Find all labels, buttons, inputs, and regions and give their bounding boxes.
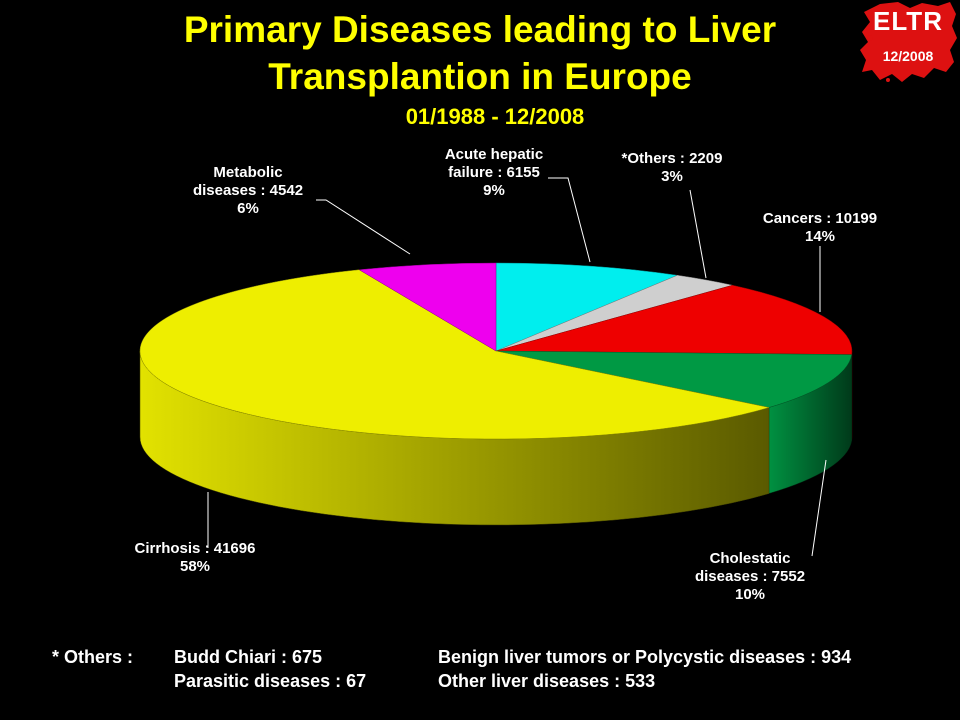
label-line: diseases : 7552 — [694, 568, 806, 585]
leader-line-acute-hepatic-failure — [548, 177, 591, 263]
footnote-item: Parasitic diseases : 67 — [174, 671, 367, 691]
label-others: *Others : 2209 3% — [622, 150, 723, 186]
label-cirrhosis: Cirrhosis : 41696 58% — [135, 540, 256, 576]
logo-text-main: ELTR — [873, 6, 943, 36]
label-line: 9% — [483, 182, 505, 199]
leader-line-metabolic-diseases — [316, 199, 411, 255]
label-line: failure : 6155 — [448, 164, 540, 181]
label-line: Acute hepatic — [444, 146, 544, 163]
pie-slice-cirrhosis — [139, 269, 770, 440]
footnote-item: Benign liver tumors or Polycystic diseas… — [438, 647, 852, 667]
label-line: diseases : 4542 — [192, 182, 304, 199]
europe-map-icon — [860, 2, 957, 82]
label-line: Cancers : 10199 — [762, 210, 878, 227]
chart-subtitle: 01/1988 - 12/2008 — [405, 104, 585, 129]
label-line: 58% — [179, 558, 211, 575]
logo-text-date: 12/2008 — [882, 48, 934, 64]
pie-slice-cancers — [495, 284, 853, 355]
label-line: 14% — [804, 228, 836, 245]
label-acute-hepatic-failure: Acute hepatic failure : 6155 9% — [445, 146, 543, 200]
label-line: *Others : 2209 — [621, 150, 723, 167]
label-cholestatic-diseases: Cholestatic diseases : 7552 10% — [695, 550, 805, 604]
leader-line--others — [689, 189, 707, 279]
footnote-prefix: * Others : — [52, 647, 134, 667]
label-line: 10% — [734, 586, 766, 603]
label-line: 6% — [237, 200, 259, 217]
leader-line-cholestatic-diseases — [811, 459, 827, 557]
pie-slice-cholestatic-diseases — [495, 350, 852, 408]
pie-slice-acute-hepatic-failure — [495, 262, 679, 352]
label-line: Cholestatic — [709, 550, 791, 567]
footnote-item: Budd Chiari : 675 — [174, 647, 323, 667]
eltr-logo: ELTR 12/2008 — [858, 0, 958, 84]
chart-title-line2: Transplantion in Europe — [268, 56, 692, 97]
pie-slice-metabolic-diseases — [358, 262, 497, 352]
chart-title-line1: Primary Diseases leading to Liver — [183, 9, 777, 50]
label-cancers: Cancers : 10199 14% — [763, 210, 877, 246]
label-line: 3% — [661, 168, 683, 185]
label-metabolic-diseases: Metabolic diseases : 4542 6% — [193, 164, 303, 218]
label-line: Metabolic — [213, 164, 283, 181]
label-line: Cirrhosis : 41696 — [134, 540, 256, 557]
footnote-item: Other liver diseases : 533 — [438, 671, 656, 691]
